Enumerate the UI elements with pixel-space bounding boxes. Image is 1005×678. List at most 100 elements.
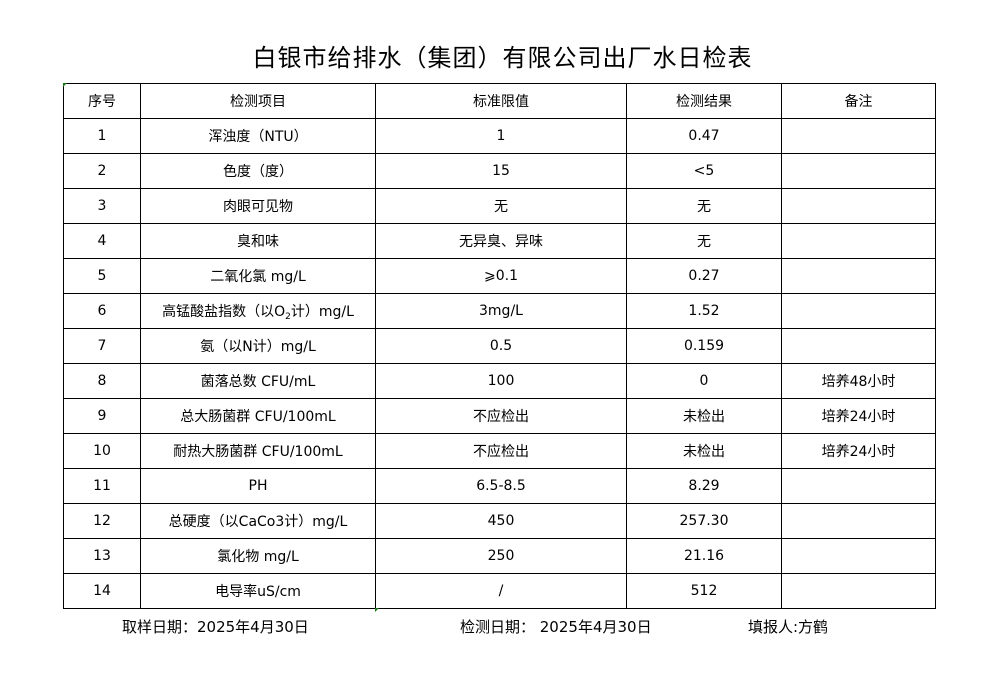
cell-item: 菌落总数 CFU/mL (140, 363, 376, 399)
cell-item: 二氧化氯 mg/L (140, 258, 376, 294)
cell-result: 21.16 (626, 538, 782, 574)
cell-note (781, 153, 936, 189)
table-row: 10 耐热大肠菌群 CFU/100mL 不应检出 未检出 培养24小时 (63, 433, 936, 469)
cell-note (781, 503, 936, 539)
cell-note (781, 573, 936, 609)
cell-marker (63, 83, 67, 87)
cell-result: 未检出 (626, 398, 782, 434)
cell-no: 8 (63, 363, 141, 399)
cell-item: 总大肠菌群 CFU/100mL (140, 398, 376, 434)
test-date: 检测日期： 2025年4月30日 (460, 618, 652, 636)
header-no: 序号 (63, 83, 141, 119)
table-row: 3 肉眼可见物无无 (63, 188, 936, 224)
cell-result: 0.159 (626, 328, 782, 364)
cell-result: 0.47 (626, 118, 782, 154)
cell-marker (375, 608, 379, 612)
cell-result: 512 (626, 573, 782, 609)
table-row: 8 菌落总数 CFU/mL 100 0 培养48小时 (63, 363, 936, 399)
table-row: 6 高锰酸盐指数（以O2计）mg/L 3mg/L 1.52 (63, 293, 936, 329)
cell-result: 无 (626, 188, 782, 224)
header-item: 检测项目 (140, 83, 376, 119)
cell-item: 臭和味 (140, 223, 376, 259)
header-limit: 标准限值 (375, 83, 627, 119)
cell-note: 培养24小时 (781, 433, 936, 469)
table-row: 13 氯化物 mg/L 250 21.16 (63, 538, 936, 574)
cell-note: 培养24小时 (781, 398, 936, 434)
cell-result: <5 (626, 153, 782, 189)
table-row: 5 二氧化氯 mg/L ⩾0.1 0.27 (63, 258, 936, 294)
cell-no: 3 (63, 188, 141, 224)
cell-limit: 100 (375, 363, 627, 399)
cell-no: 9 (63, 398, 141, 434)
item-subscript: 2 (285, 311, 291, 322)
table-row: 7 氨（以N计）mg/L 0.5 0.159 (63, 328, 936, 364)
cell-no: 5 (63, 258, 141, 294)
cell-item: 浑浊度（NTU） (140, 118, 376, 154)
cell-note: 培养48小时 (781, 363, 936, 399)
cell-item: 氯化物 mg/L (140, 538, 376, 574)
cell-note (781, 293, 936, 329)
cell-no: 13 (63, 538, 141, 574)
table-row: 2 色度（度） 15 <5 (63, 153, 936, 189)
cell-no: 14 (63, 573, 141, 609)
cell-item: 耐热大肠菌群 CFU/100mL (140, 433, 376, 469)
cell-no: 12 (63, 503, 141, 539)
item-text: 高锰酸盐指数（以O (162, 303, 286, 320)
cell-result: 257.30 (626, 503, 782, 539)
cell-limit: 0.5 (375, 328, 627, 364)
cell-result: 0 (626, 363, 782, 399)
cell-no: 2 (63, 153, 141, 189)
cell-note (781, 538, 936, 574)
cell-no: 11 (63, 468, 141, 504)
cell-item: PH (140, 468, 376, 504)
table-row: 14 电导率uS/cm/512 (63, 573, 936, 609)
reporter: 填报人:方鹤 (748, 618, 829, 636)
inspection-table: 序号 检测项目 标准限值 检测结果 备注 1 浑浊度（NTU） 1 0.47 2 色度（度… (63, 83, 936, 609)
table-row: 11 PH 6.5-8.5 8.29 (63, 468, 936, 504)
cell-note (781, 118, 936, 154)
cell-limit: 250 (375, 538, 627, 574)
cell-limit: 无 (375, 188, 627, 224)
cell-note (781, 223, 936, 259)
cell-result: 1.52 (626, 293, 782, 329)
cell-note (781, 258, 936, 294)
cell-item: 氨（以N计）mg/L (140, 328, 376, 364)
cell-item: 电导率uS/cm (140, 573, 376, 609)
header-result: 检测结果 (626, 83, 782, 119)
cell-note (781, 188, 936, 224)
cell-item: 肉眼可见物 (140, 188, 376, 224)
cell-limit: / (375, 573, 627, 609)
cell-no: 6 (63, 293, 141, 329)
header-note: 备注 (781, 83, 936, 119)
cell-result: 无 (626, 223, 782, 259)
cell-limit: 1 (375, 118, 627, 154)
cell-no: 4 (63, 223, 141, 259)
cell-item: 高锰酸盐指数（以O2计）mg/L (140, 293, 376, 329)
cell-note (781, 328, 936, 364)
cell-limit: 450 (375, 503, 627, 539)
cell-result: 8.29 (626, 468, 782, 504)
cell-no: 7 (63, 328, 141, 364)
cell-item: 总硬度（以CaCo3计）mg/L (140, 503, 376, 539)
table-header-row: 序号 检测项目 标准限值 检测结果 备注 (63, 83, 936, 119)
cell-limit: 不应检出 (375, 398, 627, 434)
table-row: 12 总硬度（以CaCo3计）mg/L 450 257.30 (63, 503, 936, 539)
table-row: 1 浑浊度（NTU） 1 0.47 (63, 118, 936, 154)
cell-limit: 3mg/L (375, 293, 627, 329)
page-title: 白银市给排水（集团）有限公司出厂水日检表 (252, 44, 753, 72)
cell-result: 未检出 (626, 433, 782, 469)
cell-limit: ⩾0.1 (375, 258, 627, 294)
item-text-post: 计）mg/L (290, 303, 354, 320)
cell-no: 1 (63, 118, 141, 154)
cell-limit: 6.5-8.5 (375, 468, 627, 504)
cell-limit: 15 (375, 153, 627, 189)
sample-date: 取样日期：2025年4月30日 (122, 618, 309, 636)
cell-limit: 无异臭、异味 (375, 223, 627, 259)
cell-no: 10 (63, 433, 141, 469)
cell-note (781, 468, 936, 504)
cell-item: 色度（度） (140, 153, 376, 189)
cell-limit: 不应检出 (375, 433, 627, 469)
table-row: 9 总大肠菌群 CFU/100mL 不应检出 未检出 培养24小时 (63, 398, 936, 434)
cell-result: 0.27 (626, 258, 782, 294)
table-row: 4 臭和味 无异臭、异味无 (63, 223, 936, 259)
